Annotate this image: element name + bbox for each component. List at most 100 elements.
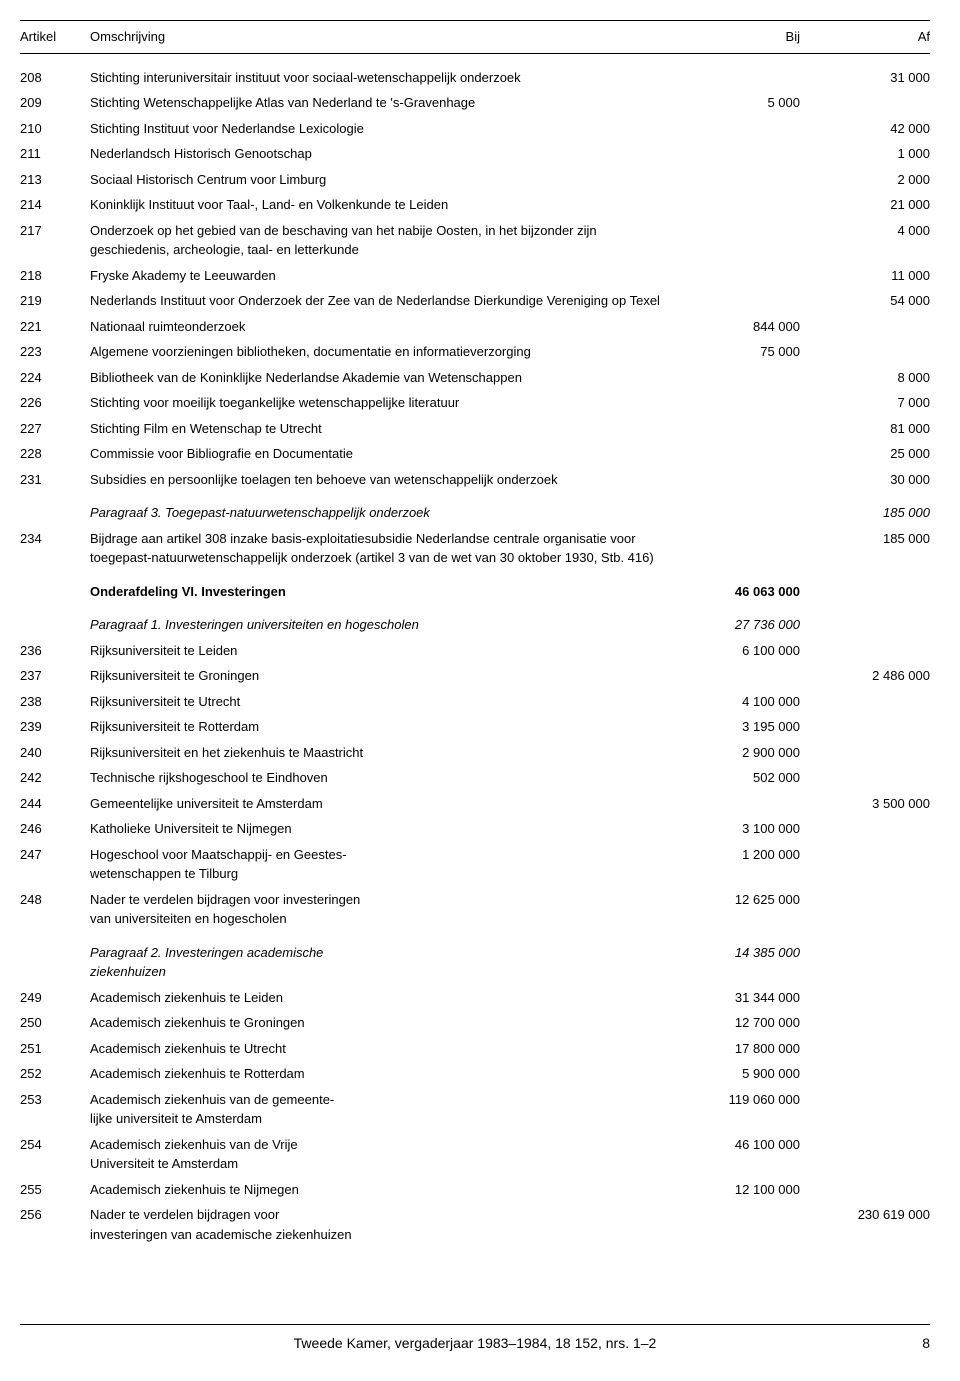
table-row: Paragraaf 3. Toegepast-natuurwetenschapp… [20, 503, 930, 523]
cell-artikel: 219 [20, 291, 90, 311]
cell-omschrijving: Paragraaf 2. Investeringen academische z… [90, 943, 670, 982]
cell-artikel: 211 [20, 144, 90, 164]
cell-artikel: 221 [20, 317, 90, 337]
cell-omschrijving: Academisch ziekenhuis te Rotterdam [90, 1064, 670, 1084]
cell-omschrijving: Nederlands Instituut voor Onderzoek der … [90, 291, 670, 311]
cell-artikel: 255 [20, 1180, 90, 1200]
cell-artikel: 223 [20, 342, 90, 362]
cell-artikel: 240 [20, 743, 90, 763]
table-row: 239Rijksuniversiteit te Rotterdam3 195 0… [20, 717, 930, 737]
cell-af: 25 000 [800, 444, 930, 464]
cell-artikel: 249 [20, 988, 90, 1008]
cell-artikel: 250 [20, 1013, 90, 1033]
table-row: 211Nederlandsch Historisch Genootschap1 … [20, 144, 930, 164]
cell-omschrijving: Gemeentelijke universiteit te Amsterdam [90, 794, 670, 814]
cell-omschrijving: Stichting voor moeilijk toegankelijke we… [90, 393, 670, 413]
cell-af: 3 500 000 [800, 794, 930, 814]
cell-artikel: 253 [20, 1090, 90, 1110]
cell-artikel: 254 [20, 1135, 90, 1155]
table-row: 210Stichting Instituut voor Nederlandse … [20, 119, 930, 139]
cell-af: 185 000 [800, 503, 930, 523]
cell-omschrijving: Academisch ziekenhuis te Utrecht [90, 1039, 670, 1059]
table-row: 231Subsidies en persoonlijke toelagen te… [20, 470, 930, 490]
header-af: Af [800, 27, 930, 47]
table-row: 221Nationaal ruimteonderzoek844 000 [20, 317, 930, 337]
cell-bij: 12 100 000 [670, 1180, 800, 1200]
table-body: 208Stichting interuniversitair instituut… [20, 68, 930, 1245]
cell-artikel: 236 [20, 641, 90, 661]
cell-bij: 12 700 000 [670, 1013, 800, 1033]
cell-artikel: 239 [20, 717, 90, 737]
cell-artikel: 234 [20, 529, 90, 549]
table-row: 224Bibliotheek van de Koninklijke Nederl… [20, 368, 930, 388]
table-row: 251Academisch ziekenhuis te Utrecht17 80… [20, 1039, 930, 1059]
cell-af: 54 000 [800, 291, 930, 311]
cell-omschrijving: Nationaal ruimteonderzoek [90, 317, 670, 337]
table-row: 214Koninklijk Instituut voor Taal-, Land… [20, 195, 930, 215]
cell-artikel: 251 [20, 1039, 90, 1059]
table-row: 217Onderzoek op het gebied van de bescha… [20, 221, 930, 260]
cell-omschrijving: Stichting interuniversitair instituut vo… [90, 68, 670, 88]
cell-artikel: 246 [20, 819, 90, 839]
cell-artikel: 228 [20, 444, 90, 464]
cell-omschrijving: Rijksuniversiteit te Rotterdam [90, 717, 670, 737]
table-row: 250Academisch ziekenhuis te Groningen12 … [20, 1013, 930, 1033]
cell-af: 185 000 [800, 529, 930, 549]
table-row: 255Academisch ziekenhuis te Nijmegen12 1… [20, 1180, 930, 1200]
table-row: 234Bijdrage aan artikel 308 inzake basis… [20, 529, 930, 568]
cell-artikel: 226 [20, 393, 90, 413]
cell-af: 7 000 [800, 393, 930, 413]
cell-omschrijving: Stichting Instituut voor Nederlandse Lex… [90, 119, 670, 139]
cell-bij: 46 100 000 [670, 1135, 800, 1155]
cell-omschrijving: Academisch ziekenhuis te Nijmegen [90, 1180, 670, 1200]
table-row: Paragraaf 2. Investeringen academische z… [20, 943, 930, 982]
cell-omschrijving: Academisch ziekenhuis te Groningen [90, 1013, 670, 1033]
cell-omschrijving: Rijksuniversiteit te Utrecht [90, 692, 670, 712]
header-artikel: Artikel [20, 27, 90, 47]
table-row: Onderafdeling VI. Investeringen46 063 00… [20, 582, 930, 602]
table-row: 219Nederlands Instituut voor Onderzoek d… [20, 291, 930, 311]
table-row: 213Sociaal Historisch Centrum voor Limbu… [20, 170, 930, 190]
cell-artikel: 242 [20, 768, 90, 788]
cell-af: 2 000 [800, 170, 930, 190]
table-row: 237Rijksuniversiteit te Groningen2 486 0… [20, 666, 930, 686]
cell-bij: 5 000 [670, 93, 800, 113]
cell-bij: 4 100 000 [670, 692, 800, 712]
cell-bij: 31 344 000 [670, 988, 800, 1008]
cell-omschrijving: Rijksuniversiteit te Leiden [90, 641, 670, 661]
cell-omschrijving: Sociaal Historisch Centrum voor Limburg [90, 170, 670, 190]
cell-artikel: 214 [20, 195, 90, 215]
cell-bij: 3 195 000 [670, 717, 800, 737]
cell-bij: 46 063 000 [670, 582, 800, 602]
page-footer: Tweede Kamer, vergaderjaar 1983–1984, 18… [20, 1324, 930, 1354]
cell-omschrijving: Stichting Wetenschappelijke Atlas van Ne… [90, 93, 670, 113]
cell-omschrijving: Bijdrage aan artikel 308 inzake basis-ex… [90, 529, 670, 568]
cell-omschrijving: Koninklijk Instituut voor Taal-, Land- e… [90, 195, 670, 215]
table-row: 246Katholieke Universiteit te Nijmegen3 … [20, 819, 930, 839]
cell-bij: 27 736 000 [670, 615, 800, 635]
cell-omschrijving: Academisch ziekenhuis van de Vrije Unive… [90, 1135, 670, 1174]
table-row: 254Academisch ziekenhuis van de Vrije Un… [20, 1135, 930, 1174]
cell-omschrijving: Paragraaf 3. Toegepast-natuurwetenschapp… [90, 503, 670, 523]
cell-artikel: 244 [20, 794, 90, 814]
cell-artikel: 237 [20, 666, 90, 686]
cell-artikel: 247 [20, 845, 90, 865]
cell-bij: 3 100 000 [670, 819, 800, 839]
cell-artikel: 227 [20, 419, 90, 439]
cell-bij: 119 060 000 [670, 1090, 800, 1110]
cell-bij: 5 900 000 [670, 1064, 800, 1084]
cell-omschrijving: Bibliotheek van de Koninklijke Nederland… [90, 368, 670, 388]
cell-artikel: 248 [20, 890, 90, 910]
cell-artikel: 209 [20, 93, 90, 113]
footer-text: Tweede Kamer, vergaderjaar 1983–1984, 18… [294, 1335, 657, 1351]
header-bij: Bij [670, 27, 800, 47]
cell-omschrijving: Paragraaf 1. Investeringen universiteite… [90, 615, 670, 635]
cell-bij: 12 625 000 [670, 890, 800, 910]
table-row: 256Nader te verdelen bijdragen voor inve… [20, 1205, 930, 1244]
cell-artikel: 210 [20, 119, 90, 139]
table-row: 248Nader te verdelen bijdragen voor inve… [20, 890, 930, 929]
cell-artikel: 252 [20, 1064, 90, 1084]
cell-af: 4 000 [800, 221, 930, 241]
table-row: 236Rijksuniversiteit te Leiden6 100 000 [20, 641, 930, 661]
table-row: 223Algemene voorzieningen bibliotheken, … [20, 342, 930, 362]
